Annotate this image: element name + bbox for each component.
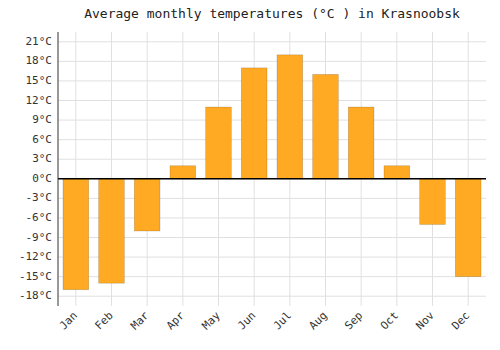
bar — [170, 166, 196, 179]
y-axis-line — [58, 32, 59, 306]
x-tick-label: Sep — [342, 309, 365, 332]
bar — [63, 179, 89, 290]
y-tick-label: -3°C — [26, 191, 53, 204]
x-grid-line — [147, 32, 148, 306]
y-grid-line — [58, 139, 486, 140]
bar — [384, 166, 410, 179]
y-tick-label: 3°C — [32, 152, 52, 165]
bar — [277, 55, 303, 179]
y-tick-label: 21°C — [26, 35, 53, 48]
x-tick-label: Nov — [413, 309, 437, 333]
y-grid-line — [58, 100, 486, 101]
bar — [455, 179, 481, 277]
bar — [313, 74, 339, 178]
y-tick-label: -12°C — [19, 250, 52, 263]
y-tick-label: -6°C — [26, 211, 53, 224]
y-grid-line — [58, 178, 486, 179]
bar — [99, 179, 125, 283]
bar — [241, 68, 267, 179]
y-tick-label: 15°C — [26, 74, 53, 87]
bar — [206, 107, 232, 179]
grid — [58, 32, 486, 306]
y-tick-label: 0°C — [32, 172, 52, 185]
zero-line — [58, 178, 486, 180]
y-grid-line — [58, 61, 486, 62]
y-tick-label: 6°C — [32, 133, 52, 146]
y-tick-label: 12°C — [26, 94, 53, 107]
chart: -18°C -15°C -12°C -9°C -6°C -3°C 0°C 3°C 6°C 9°C 1… — [0, 0, 500, 350]
bar — [348, 107, 374, 179]
x-tick-label: Apr — [164, 309, 188, 333]
x-grid-line — [432, 32, 433, 306]
x-tick-label: Aug — [306, 309, 329, 332]
x-tick-label: Feb — [92, 309, 115, 332]
x-tick-label: Jun — [235, 309, 258, 332]
x-tick-label: Jan — [57, 309, 80, 332]
bar — [134, 179, 160, 231]
x-tick-label: May — [199, 309, 223, 333]
title: Average monthly temperatures (°C ) in Kr… — [84, 6, 460, 21]
x-tick-label: Dec — [449, 309, 472, 332]
y-tick-label: 18°C — [26, 54, 53, 67]
y-grid-line — [58, 159, 486, 160]
x-tick-label: Mar — [128, 309, 152, 333]
bar — [420, 179, 446, 225]
y-tick-label: -9°C — [26, 231, 53, 244]
y-grid-line — [58, 41, 486, 42]
y-grid-line — [58, 296, 486, 297]
y-tick-label: -15°C — [19, 270, 52, 283]
bars — [63, 55, 481, 290]
y-grid-line — [58, 120, 486, 121]
y-tick-label: -18°C — [19, 289, 52, 302]
x-tick-label: Jul — [271, 309, 294, 332]
x-tick-label: Oct — [378, 309, 401, 332]
y-grid-line — [58, 80, 486, 81]
y-tick-label: 9°C — [32, 113, 52, 126]
